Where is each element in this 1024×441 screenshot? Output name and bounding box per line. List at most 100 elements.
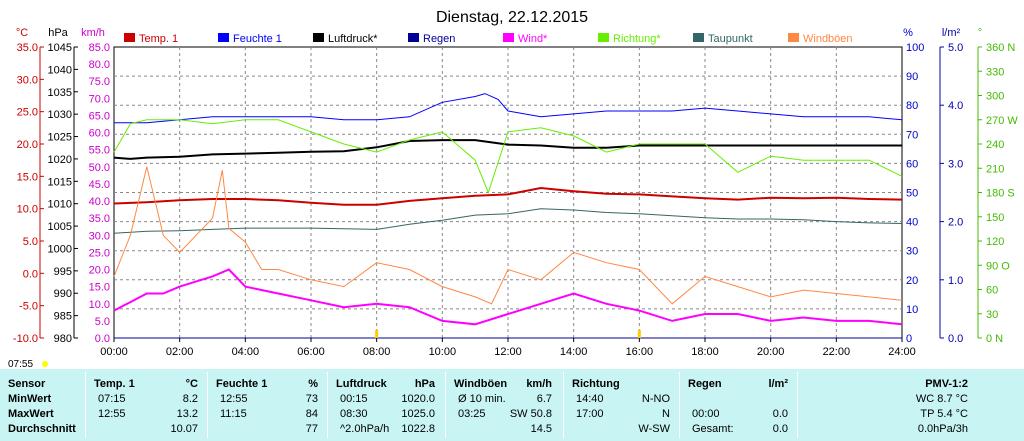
tick-label-pressure: 1030 xyxy=(48,109,72,121)
row-value-windboeen: 6.7 xyxy=(536,393,552,405)
axis-title-rain: l/m² xyxy=(942,27,961,39)
row-value-richtung: N xyxy=(662,408,670,420)
series-line xyxy=(113,268,903,326)
pmv-row: TP 5.4 °C xyxy=(920,408,968,420)
legend-label: Windböen xyxy=(803,33,853,45)
pmv-row: WC 8.7 °C xyxy=(915,393,968,405)
column-header-luftdruck: Luftdruck xyxy=(336,378,387,390)
column-unit-feuchte: % xyxy=(308,378,318,390)
column-header-richtung: Richtung xyxy=(572,378,620,390)
x-tick-label: 14:00 xyxy=(560,346,588,358)
tick-label-rain: 5.0 xyxy=(948,42,963,54)
x-tick-label: 10:00 xyxy=(429,346,457,358)
series-line xyxy=(113,186,903,206)
row-value-temp: 10.07 xyxy=(170,423,198,435)
tick-label-pressure: 1020 xyxy=(48,154,72,166)
tick-label-pressure: 985 xyxy=(54,311,72,323)
time-marker-dot xyxy=(42,361,48,367)
tick-label-rain: 2.0 xyxy=(948,217,963,229)
x-tick-label: 02:00 xyxy=(166,346,194,358)
chart-title: Dienstag, 22.12.2015 xyxy=(436,9,588,26)
tick-label-pressure: 1040 xyxy=(48,64,72,76)
column-header-regen: Regen xyxy=(688,378,722,390)
event-marker xyxy=(375,330,379,338)
tick-label-direction: 240 xyxy=(986,139,1004,151)
x-axis-ticks: 00:00 02:00 04:00 06:00 08:00 10:00 12:00 14:00… xyxy=(100,330,916,358)
tick-label-humidity: 80 xyxy=(906,100,918,112)
tick-label-direction: 90 O xyxy=(986,260,1010,272)
row-value-richtung: N-NO xyxy=(641,393,670,405)
row-value-richtung: W-SW xyxy=(638,423,670,435)
legend-label: Taupunkt xyxy=(708,33,753,45)
tick-label-rain: 4.0 xyxy=(948,100,963,112)
series-line xyxy=(113,208,903,234)
row-value-temp: 8.2 xyxy=(182,393,198,405)
tick-label-pressure: 1000 xyxy=(48,243,72,255)
tick-label-temp: -10.0 xyxy=(13,333,38,345)
x-tick-label: 12:00 xyxy=(494,346,522,358)
tick-label-wind: 10.0 xyxy=(89,299,110,311)
legend-swatch xyxy=(788,33,799,42)
column-header-temp: Temp. 1 xyxy=(94,378,135,390)
legend-label: Luftdruck* xyxy=(328,33,378,45)
tick-label-wind: 55.0 xyxy=(89,145,110,157)
x-tick-label: 20:00 xyxy=(757,346,785,358)
tick-label-humidity: 10 xyxy=(906,304,918,316)
x-tick-label: 08:00 xyxy=(363,346,391,358)
x-tick-label: 24:00 xyxy=(888,346,916,358)
tick-label-pressure: 1015 xyxy=(48,176,72,188)
legend-label: Wind* xyxy=(518,33,548,45)
x-tick-label: 06:00 xyxy=(297,346,325,358)
pmv-row: 0.0hPa/3h xyxy=(917,423,968,435)
tick-label-wind: 5.0 xyxy=(95,316,110,328)
row-value-feuchte: 77 xyxy=(305,423,318,435)
x-tick-label: 00:00 xyxy=(100,346,128,358)
legend-label: Richtung* xyxy=(613,33,661,45)
series-line xyxy=(113,139,902,160)
tick-label-wind: 15.0 xyxy=(89,282,110,294)
tick-label-temp: 25.0 xyxy=(17,107,38,119)
tick-label-humidity: 50 xyxy=(906,188,918,200)
tick-label-pressure: 1010 xyxy=(48,199,72,211)
series-line xyxy=(114,93,903,124)
column-separator xyxy=(679,372,680,438)
legend-label: Feuchte 1 xyxy=(233,33,282,45)
tick-label-wind: 70.0 xyxy=(89,93,110,105)
tick-label-direction: 180 S xyxy=(986,188,1015,200)
column-separator xyxy=(85,372,86,438)
legend-label: Temp. 1 xyxy=(139,33,178,45)
legend-swatch xyxy=(693,33,704,42)
row-time-regen: Gesamt: xyxy=(692,423,734,435)
row-value-windboeen: 14.5 xyxy=(530,423,552,435)
row-time-temp: 07:15 xyxy=(98,393,126,405)
column-separator xyxy=(207,372,208,438)
tick-label-pressure: 1005 xyxy=(48,221,72,233)
tick-label-temp: 30.0 xyxy=(17,74,38,86)
tick-label-wind: 50.0 xyxy=(89,162,110,174)
tick-label-rain: 0.0 xyxy=(948,333,963,345)
tick-label-temp: 0.0 xyxy=(23,268,38,280)
series-line xyxy=(113,119,903,194)
tick-label-wind: 60.0 xyxy=(89,128,110,140)
weather-chart: Dienstag, 22.12.2015 Temp. 1 Feuchte 1 Luf… xyxy=(8,9,1018,370)
time-marker: 07:55 xyxy=(8,359,48,370)
tick-label-temp: 5.0 xyxy=(23,236,38,248)
statistics-table: Sensor MinWert MaxWert Durchschnitt Temp. 1 °… xyxy=(0,369,1024,441)
x-tick-label: 18:00 xyxy=(691,346,719,358)
column-unit-temp: °C xyxy=(185,378,198,390)
time-marker-label: 07:55 xyxy=(8,359,33,369)
tick-label-wind: 85.0 xyxy=(89,42,110,54)
row-value-regen: 0.0 xyxy=(772,408,788,420)
series-line xyxy=(113,166,903,305)
pmv-header: PMV-1:2 xyxy=(925,378,968,390)
tick-label-temp: 15.0 xyxy=(17,171,38,183)
x-tick-label: 04:00 xyxy=(232,346,260,358)
tick-label-pressure: 1045 xyxy=(48,42,72,54)
row-time-luftdruck: 08:30 xyxy=(340,408,368,420)
row-time-feuchte: 12:55 xyxy=(220,393,248,405)
legend-swatch xyxy=(503,33,514,42)
sensor-row-label: MinWert xyxy=(8,393,52,405)
tick-label-direction: 360 N xyxy=(986,42,1015,54)
legend-label: Regen xyxy=(423,33,455,45)
